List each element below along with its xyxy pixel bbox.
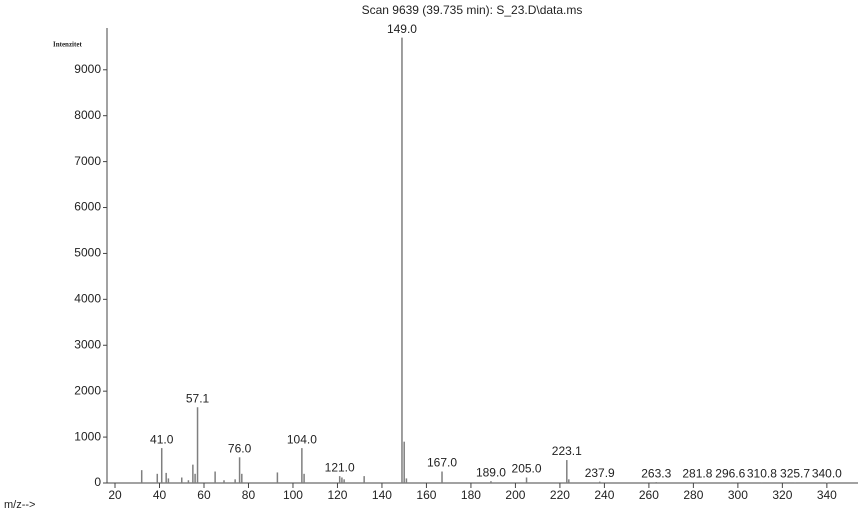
peak-label: 281.8 xyxy=(682,466,712,480)
y-tick-label: 0 xyxy=(94,475,101,489)
peak-label: 167.0 xyxy=(427,456,457,470)
peak-label: 189.0 xyxy=(476,465,506,479)
peak-label: 41.0 xyxy=(150,432,174,446)
x-tick-label: 80 xyxy=(242,488,256,502)
x-tick-label: 20 xyxy=(108,488,122,502)
peak-label: 223.1 xyxy=(552,444,582,458)
peak-label: 149.0 xyxy=(387,22,417,36)
x-tick-label: 180 xyxy=(461,488,481,502)
peak-label: 57.1 xyxy=(186,391,210,405)
x-tick-label: 320 xyxy=(772,488,792,502)
y-tick-label: 2000 xyxy=(74,383,101,397)
peak-label: 237.9 xyxy=(585,466,615,480)
peak-label: 296.6 xyxy=(715,466,745,480)
x-tick-label: 40 xyxy=(153,488,167,502)
x-tick-label: 220 xyxy=(550,488,570,502)
peak-label: 263.3 xyxy=(641,466,671,480)
y-tick-label: 3000 xyxy=(74,337,101,351)
chart-title: Scan 9639 (39.735 min): S_23.D\data.ms xyxy=(362,3,583,17)
x-tick-label: 200 xyxy=(505,488,525,502)
x-tick-label: 120 xyxy=(327,488,347,502)
x-tick-label: 160 xyxy=(416,488,436,502)
y-axis-label: Intenzitet xyxy=(53,41,82,49)
x-tick-label: 240 xyxy=(594,488,614,502)
x-tick-label: 60 xyxy=(197,488,211,502)
x-tick-label: 140 xyxy=(372,488,392,502)
peak-label: 76.0 xyxy=(228,441,252,455)
y-tick-label: 8000 xyxy=(74,108,101,122)
y-tick-label: 1000 xyxy=(74,429,101,443)
peak-label: 340.0 xyxy=(812,467,842,481)
x-tick-label: 100 xyxy=(283,488,303,502)
peak-label: 104.0 xyxy=(287,432,317,446)
y-tick-label: 7000 xyxy=(74,154,101,168)
y-tick-label: 5000 xyxy=(74,246,101,260)
y-tick-label: 9000 xyxy=(74,62,101,76)
x-tick-label: 260 xyxy=(639,488,659,502)
y-tick-label: 4000 xyxy=(74,292,101,306)
peak-label: 310.8 xyxy=(747,466,777,480)
x-tick-label: 280 xyxy=(683,488,703,502)
x-tick-label: 300 xyxy=(728,488,748,502)
peak-label: 121.0 xyxy=(325,460,355,474)
y-tick-label: 6000 xyxy=(74,200,101,214)
x-tick-label: 340 xyxy=(817,488,837,502)
peak-label: 205.0 xyxy=(512,462,542,476)
peak-label: 325.7 xyxy=(780,466,810,480)
x-axis-label: m/z--> xyxy=(4,499,35,511)
